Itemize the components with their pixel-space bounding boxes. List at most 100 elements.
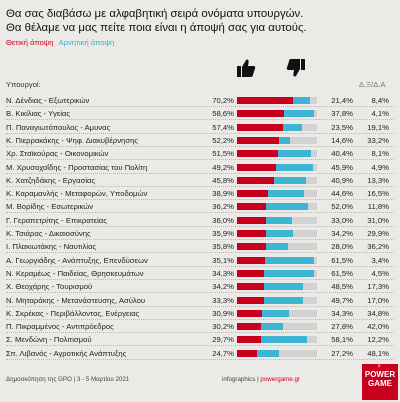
category-label: Π. Παναγιωτόπουλος - Αμυνας: [6, 122, 111, 132]
no-response-value-label: 3,4%: [371, 255, 389, 265]
bar-track: [237, 283, 317, 291]
bar-track: [237, 230, 317, 237]
negative-bar: [273, 176, 307, 184]
chart-row: Χ. Θεοχάρης - Τουρισμού 34,2% 48,5% 17,3%: [0, 280, 400, 294]
chart-title: Θα σας διαβάσω με αλφαβητική σειρά ονόμα…: [6, 7, 398, 35]
category-label: Κ. Καραμανλής - Μεταφορών, Υποδομών: [6, 189, 148, 199]
bar-track: [237, 123, 317, 131]
bar-track: [237, 203, 317, 211]
thumbs-up-icon: [237, 59, 256, 77]
footer-site: powergame.gr: [260, 376, 300, 383]
negative-value-label: 48,5%: [331, 282, 353, 292]
negative-value-label: 14,6%: [331, 135, 353, 145]
bar-track: [237, 243, 317, 251]
positive-value-label: 38,9%: [212, 189, 234, 199]
negative-value-label: 37,8%: [331, 109, 353, 119]
positive-value-label: 35,9%: [212, 229, 234, 238]
negative-value-label: 28,0%: [331, 242, 353, 252]
bar-track: [237, 97, 317, 104]
positive-bar: [237, 296, 264, 304]
negative-bar: [256, 349, 279, 357]
bar-track: [237, 110, 317, 118]
ministers-header: Υπουργοί:: [6, 80, 41, 89]
bar-track: [237, 150, 317, 158]
positive-value-label: 34,2%: [212, 282, 234, 292]
positive-bar: [237, 97, 294, 104]
chart-row: Ι. Πλακιωτάκης - Ναυτιλίας 35,8% 28,0% 36,2…: [0, 240, 400, 254]
negative-bar: [265, 216, 293, 224]
negative-bar: [278, 136, 291, 144]
category-label: Σπ. Λιβανός - Αγροτικής Ανάπτυξης: [6, 348, 127, 358]
positive-bar: [237, 176, 274, 184]
positive-value-label: 30,2%: [212, 322, 234, 332]
logo-line-1: POWER: [364, 370, 396, 379]
chart-row: Κ. Καραμανλής - Μεταφορών, Υποδομών 38,9%…: [0, 187, 400, 201]
chart-row: Μ. Χρυσοχοΐδης - Προστασίας του Πολίτη 49…: [0, 161, 400, 174]
title-line-2: Θα θέλαμε να μας πείτε ποια είναι η άποψ…: [6, 22, 307, 34]
negative-bar: [264, 269, 314, 277]
positive-bar: [237, 216, 266, 224]
row-separator: [6, 159, 394, 161]
category-label: Ν. Δένδιας - Εξωτερικών: [6, 96, 90, 105]
bar-track: [237, 269, 317, 277]
positive-bar: [237, 243, 266, 251]
category-label: Ν. Μηταράκης - Μετανάστευσης, Ασύλου: [6, 295, 146, 305]
category-label: Ν. Κεραμέως - Παιδείας, Θρησκευμάτων: [6, 268, 144, 278]
negative-bar: [265, 256, 315, 264]
negative-value-label: 44,6%: [331, 189, 353, 199]
no-response-value-label: 12,2%: [367, 335, 389, 345]
chart-row: Σ. Μενδώνη - Πολιτισμού 29,7% 58,1% 12,2%: [0, 333, 400, 347]
negative-bar: [265, 203, 308, 211]
positive-value-label: 51,5%: [212, 149, 234, 159]
positive-value-label: 35,1%: [212, 255, 234, 265]
negative-bar: [282, 123, 302, 131]
negative-value-label: 61,5%: [331, 255, 353, 265]
row-separator: [6, 318, 394, 320]
negative-bar: [276, 163, 314, 171]
legend: Θετική άποψη Αρνητική άποψη: [6, 38, 114, 47]
category-label: Α. Γεωργιάδης - Ανάπτυξης, Επενδύσεων: [6, 255, 148, 265]
bolt-icon: ⚡: [377, 364, 382, 370]
bar-track: [237, 349, 317, 357]
row-separator: [6, 332, 394, 334]
negative-value-label: 33,0%: [331, 215, 353, 225]
positive-value-label: 57,4%: [212, 122, 234, 132]
chart-row: Μ. Βορίδης - Εσωτερικών 36,2% 52,0% 11,8%: [0, 200, 400, 214]
negative-value-label: 52,0%: [331, 202, 353, 212]
positive-value-label: 36,2%: [212, 202, 234, 212]
category-label: Χ. Θεοχάρης - Τουρισμού: [6, 282, 93, 292]
footer-credit-label: infographics |: [222, 376, 261, 383]
negative-value-label: 40,9%: [331, 175, 353, 185]
no-response-value-label: 17,3%: [367, 282, 389, 292]
positive-value-label: 70,2%: [212, 96, 234, 105]
category-label: Σ. Μενδώνη - Πολιτισμού: [6, 335, 92, 345]
chart-row: Π. Πικραμμένος - Αντιπρόεδρος 30,2% 27,8% 4…: [0, 320, 400, 334]
chart-row: Α. Γεωργιάδης - Ανάπτυξης, Επενδύσεων 35,…: [0, 254, 400, 267]
negative-bar: [261, 323, 284, 331]
positive-value-label: 36,0%: [212, 215, 234, 225]
no-response-value-label: 33,2%: [367, 135, 389, 145]
no-response-value-label: 13,3%: [367, 175, 389, 185]
title-line-1: Θα σας διαβάσω με αλφαβητική σειρά ονόμα…: [6, 8, 304, 20]
negative-value-label: 45,9%: [331, 162, 353, 172]
negative-bar: [264, 283, 304, 291]
negative-bar: [263, 296, 304, 304]
chart-row: Π. Παναγιωτόπουλος - Αμυνας 57,4% 23,5% 19,…: [0, 121, 400, 134]
negative-bar: [293, 97, 311, 104]
negative-bar: [278, 150, 311, 158]
chart-row: Ν. Κεραμέως - Παιδείας, Θρησκευμάτων 34,3…: [0, 267, 400, 280]
chart-row: Κ. Πιερρακάκης - Ψηφ. Διακυβέρνησης 52,2%…: [0, 134, 400, 147]
positive-bar: [237, 349, 257, 357]
no-response-value-label: 4,9%: [371, 162, 389, 172]
negative-bar: [260, 336, 308, 344]
negative-value-label: 58,1%: [331, 335, 353, 345]
bar-track: [237, 163, 317, 171]
chart-row: Κ. Τσιάρας - Δικαιοσύνης 35,9% 34,2% 29,9%: [0, 227, 400, 240]
bar-track: [237, 256, 317, 264]
row-separator: [6, 305, 394, 307]
positive-value-label: 29,7%: [212, 335, 234, 345]
no-response-value-label: 4,5%: [371, 268, 389, 278]
positive-bar: [237, 203, 266, 211]
positive-value-label: 35,8%: [212, 242, 234, 252]
category-label: Κ. Τσιάρας - Δικαιοσύνης: [6, 229, 91, 238]
